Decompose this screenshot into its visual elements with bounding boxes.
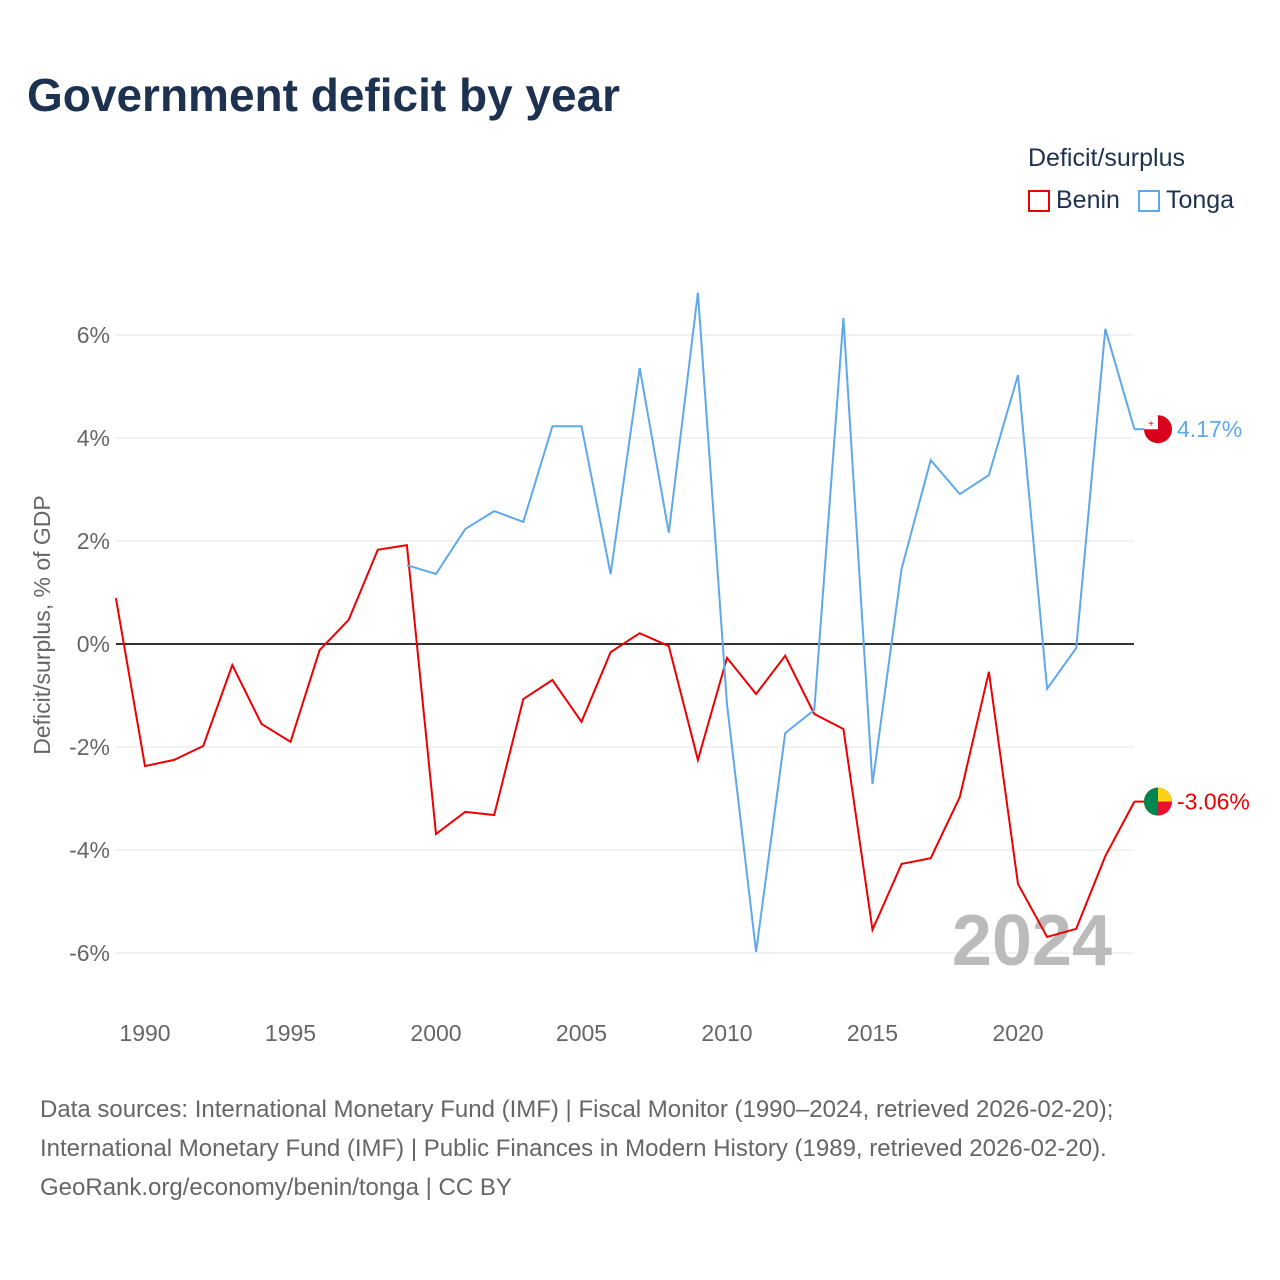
source-line: Data sources: International Monetary Fun… xyxy=(40,1096,1114,1123)
legend-swatch-tonga xyxy=(1137,189,1160,212)
legend: Benin Tonga xyxy=(1028,186,1234,215)
year-watermark: 2024 xyxy=(952,901,1112,981)
y-tick-label: -4% xyxy=(69,837,110,863)
y-tick-label: 0% xyxy=(77,631,110,657)
flag-cross: + xyxy=(1148,419,1154,430)
end-value-label: 4.17% xyxy=(1177,416,1242,442)
y-tick-label: -6% xyxy=(69,940,110,966)
attribution: GeoRank.org/economy/benin/tonga | CC BY xyxy=(40,1174,512,1201)
legend-item-benin[interactable]: Benin xyxy=(1028,186,1120,215)
x-tick-label: 1995 xyxy=(265,1020,316,1046)
source-line: International Monetary Fund (IMF) | Publ… xyxy=(40,1135,1107,1162)
y-axis-label: Deficit/surplus, % of GDP xyxy=(29,495,55,754)
y-tick-label: 4% xyxy=(77,425,110,451)
y-tick-label: 2% xyxy=(77,528,110,554)
chart-title: Government deficit by year xyxy=(27,69,621,121)
legend-label: Tonga xyxy=(1165,186,1235,214)
legend-swatch-benin xyxy=(1028,189,1050,212)
legend-title: Deficit/surplus xyxy=(1028,144,1185,172)
series-line-benin xyxy=(114,543,1136,939)
y-tick-label: 6% xyxy=(77,322,110,348)
legend-label: Benin xyxy=(1056,186,1120,214)
x-tick-label: 2010 xyxy=(701,1020,752,1046)
x-tick-label: 2020 xyxy=(992,1020,1043,1046)
series-line-tonga xyxy=(406,292,1136,953)
flag-part xyxy=(1144,787,1158,816)
x-tick-label: 2000 xyxy=(410,1020,461,1046)
x-tick-label: 2005 xyxy=(556,1020,607,1046)
end-value-label: -3.06% xyxy=(1177,789,1250,815)
flag-part xyxy=(1158,787,1172,802)
flag-part xyxy=(1144,415,1158,430)
x-tick-label: 2015 xyxy=(847,1020,898,1046)
legend-item-tonga[interactable]: Tonga xyxy=(1137,186,1235,215)
footer: Data sources: International Monetary Fun… xyxy=(40,1090,1113,1207)
y-tick-label: -2% xyxy=(69,734,110,760)
x-tick-label: 1990 xyxy=(119,1020,170,1046)
